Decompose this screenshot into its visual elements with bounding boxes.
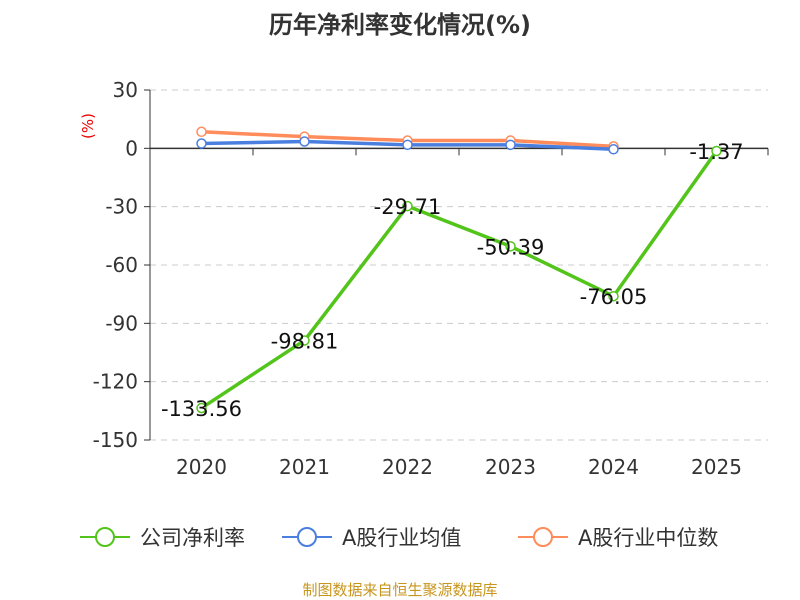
x-tick-label: 2023 <box>485 455 536 479</box>
data-point <box>505 241 516 252</box>
data-label: -29.71 <box>374 195 442 219</box>
y-tick-label: -30 <box>105 195 138 219</box>
data-label: -1.37 <box>689 140 743 164</box>
y-tick-label: 0 <box>125 136 138 160</box>
data-point <box>711 145 722 157</box>
data-label: -133.56 <box>161 397 242 421</box>
legend-marker-icon <box>297 527 317 547</box>
data-point <box>196 402 207 414</box>
legend-item[interactable]: A股行业均值 <box>342 526 461 550</box>
legend-item[interactable]: 公司净利率 <box>140 526 245 550</box>
y-tick-label: -60 <box>105 253 138 277</box>
y-axis-label: (%) <box>79 113 97 139</box>
data-point <box>505 139 516 151</box>
legend-marker-icon <box>533 527 553 547</box>
data-label: -76.05 <box>580 285 648 309</box>
data-point <box>608 144 619 155</box>
y-tick-label: -150 <box>93 428 138 452</box>
data-point <box>402 200 413 212</box>
legend-marker-icon <box>95 527 115 547</box>
data-point <box>402 139 413 151</box>
y-tick-label: -90 <box>105 311 138 335</box>
data-point <box>196 138 207 149</box>
x-tick-label: 2020 <box>176 455 227 479</box>
series-line-0 <box>200 149 718 410</box>
source-note: 制图数据来自恒生聚源数据库 <box>302 581 497 599</box>
x-tick-label: 2022 <box>382 455 433 479</box>
data-point <box>299 136 310 147</box>
x-tick-label: 2021 <box>279 455 330 479</box>
y-tick-label: -120 <box>93 370 138 394</box>
data-label: -50.39 <box>477 235 545 259</box>
x-tick-label: 2025 <box>691 455 742 479</box>
data-point <box>196 126 207 138</box>
data-point <box>608 290 619 302</box>
chart-title: 历年净利率变化情况(%) <box>269 11 531 39</box>
data-label: -98.81 <box>271 329 339 353</box>
x-tick-label: 2024 <box>588 455 639 479</box>
data-point <box>299 335 310 346</box>
y-tick-label: 30 <box>113 78 138 102</box>
legend-item[interactable]: A股行业中位数 <box>578 526 718 550</box>
